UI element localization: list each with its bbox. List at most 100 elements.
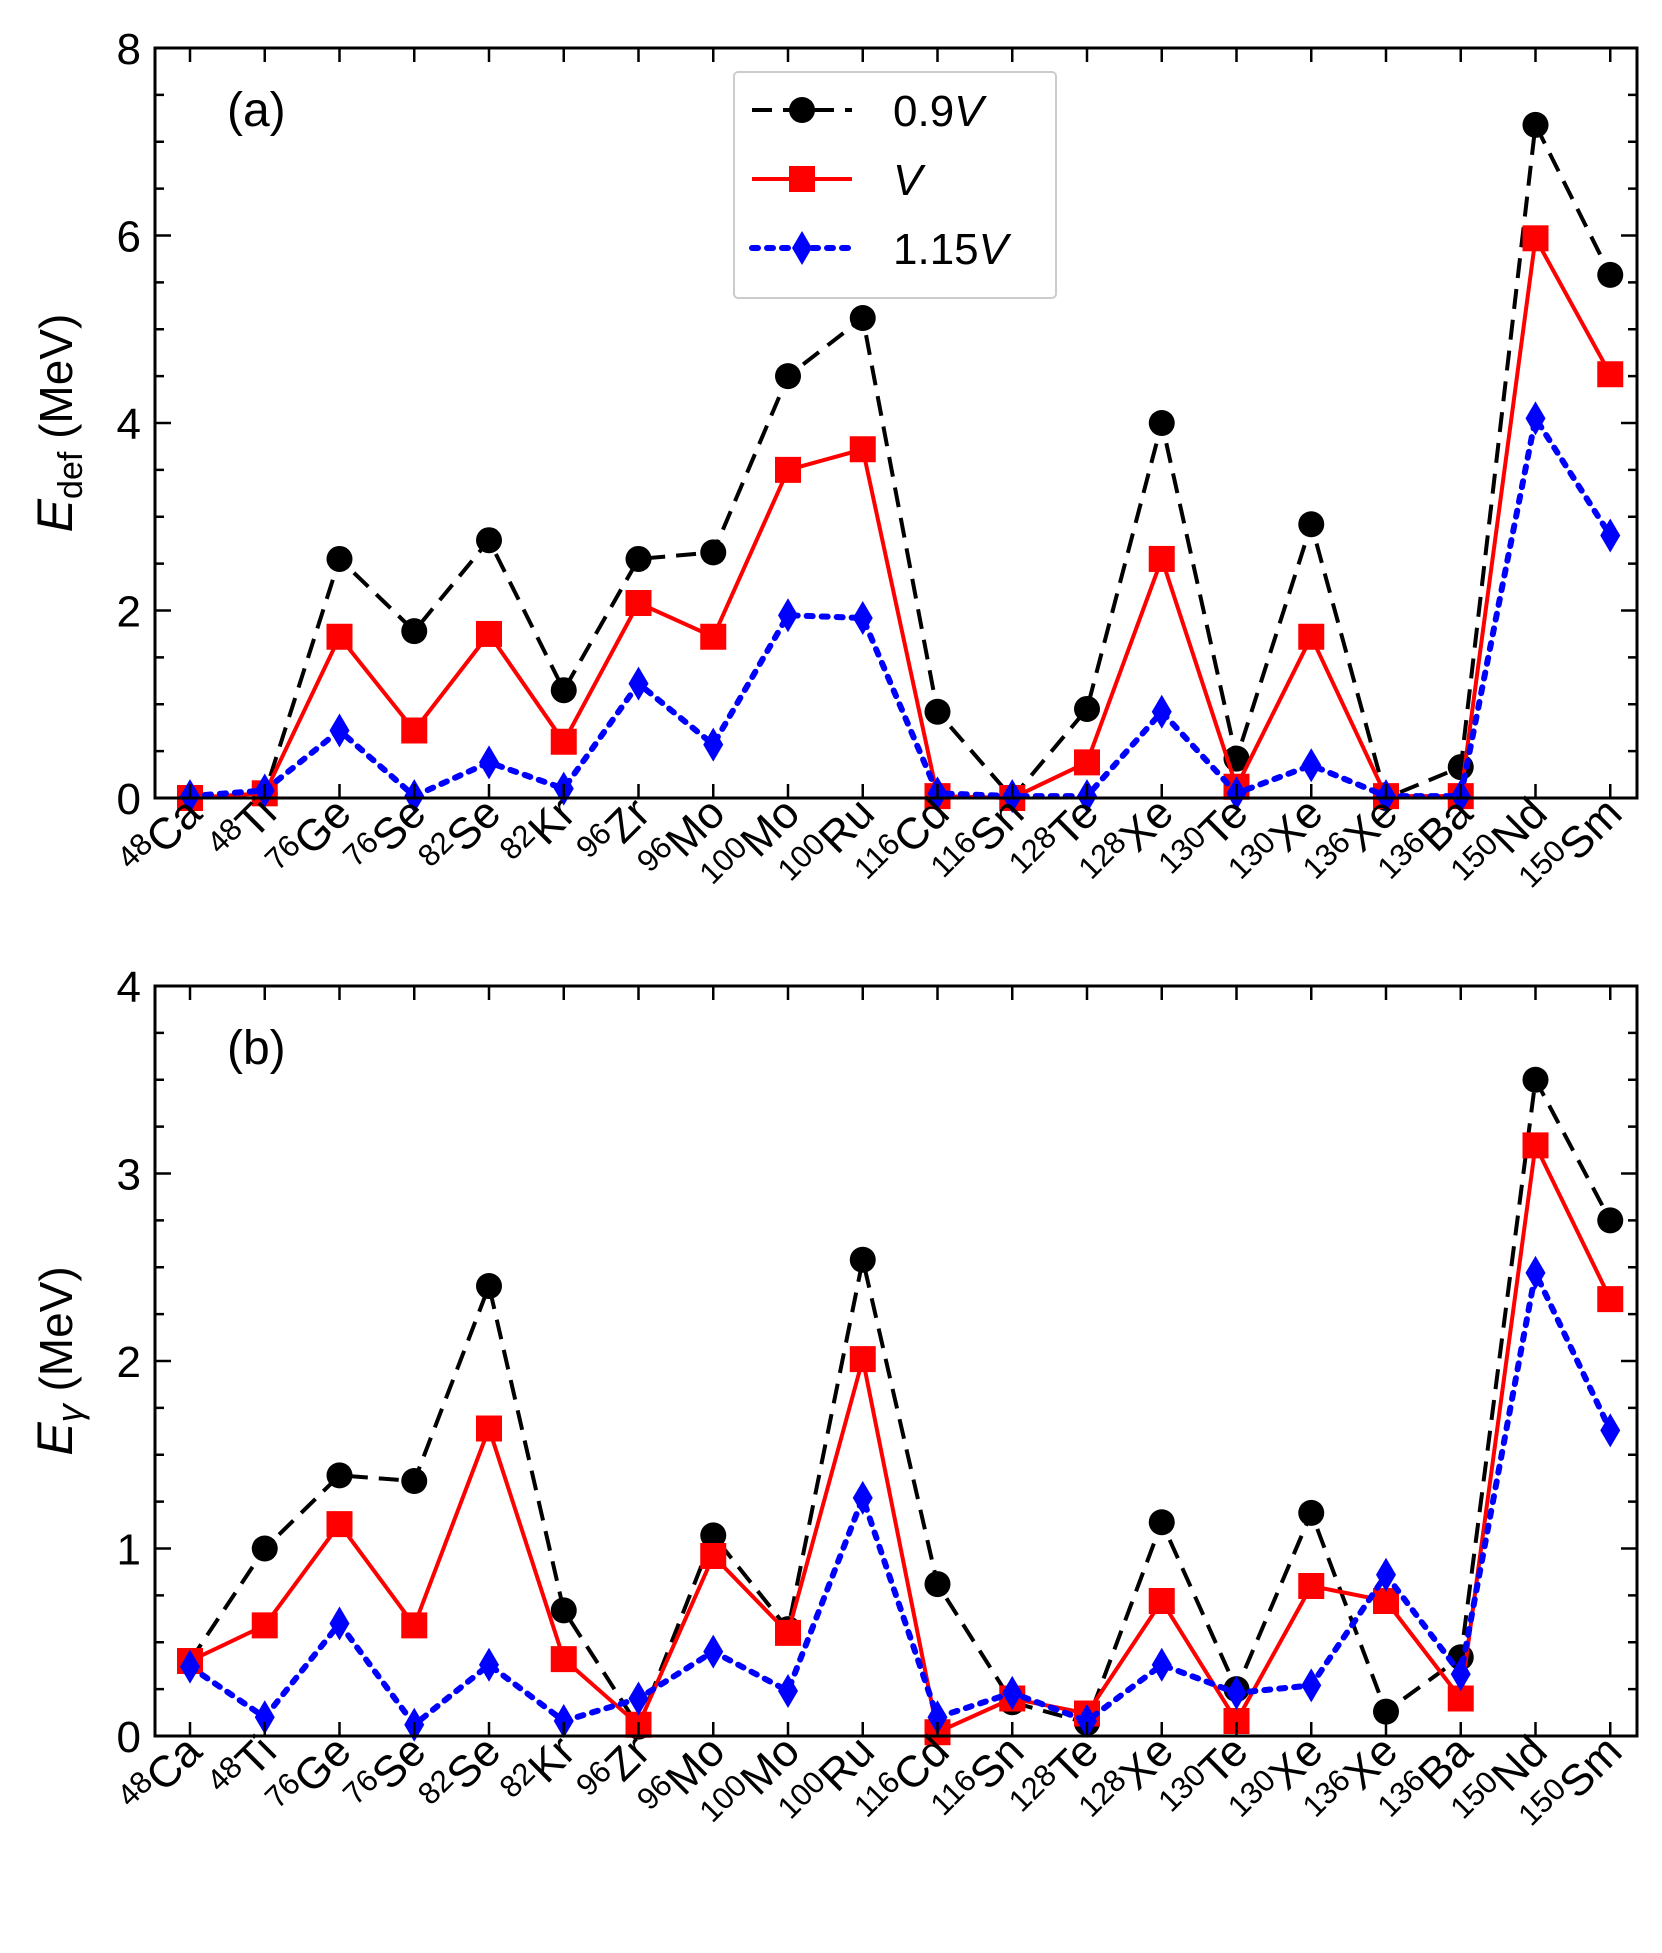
data-point xyxy=(849,436,876,463)
data-point xyxy=(476,1273,502,1299)
x-tick-label: 82Se xyxy=(411,1724,510,1823)
data-point xyxy=(326,1511,353,1538)
data-point xyxy=(326,545,353,572)
data-point xyxy=(401,1612,428,1639)
data-point xyxy=(550,1646,577,1673)
series-line xyxy=(189,122,1613,800)
data-point xyxy=(778,1674,798,1708)
data-point xyxy=(476,620,502,647)
legend-label: 1.15V xyxy=(893,225,1012,274)
data-point xyxy=(775,456,801,483)
data-point xyxy=(326,1462,353,1489)
data-point xyxy=(550,677,577,704)
data-point xyxy=(326,623,353,650)
data-point xyxy=(1298,1573,1325,1599)
y-tick-label: 2 xyxy=(117,588,141,637)
data-point xyxy=(1597,361,1624,388)
data-point xyxy=(1298,511,1325,538)
legend-marker xyxy=(789,166,815,192)
legend-coefficient: 0.9 xyxy=(893,87,954,136)
data-point xyxy=(1522,1132,1549,1159)
data-point xyxy=(1597,1286,1624,1313)
y-axis-subscript: γ xyxy=(49,1402,90,1422)
data-point xyxy=(700,1522,727,1549)
data-point xyxy=(251,1612,278,1639)
data-point xyxy=(778,598,798,633)
data-point xyxy=(1298,623,1325,650)
data-point xyxy=(1522,111,1549,138)
data-point xyxy=(479,1647,499,1682)
data-point xyxy=(180,1649,200,1684)
y-tick-label: 6 xyxy=(117,213,141,262)
y-tick-label: 2 xyxy=(117,1338,141,1387)
x-tick-label: 82Kr xyxy=(493,1724,585,1816)
data-point xyxy=(1522,1066,1549,1093)
data-point xyxy=(1600,1413,1621,1448)
series-line xyxy=(189,236,1613,800)
data-point xyxy=(1376,1557,1396,1592)
x-tick-label: 76Ge xyxy=(258,1724,361,1827)
data-point xyxy=(1525,1255,1546,1290)
data-point xyxy=(1298,1499,1325,1526)
data-point xyxy=(254,1700,275,1735)
y-axis-label: Edef (MeV) xyxy=(27,314,90,533)
data-point xyxy=(775,1619,801,1646)
y-axis-unit: (MeV) xyxy=(30,1266,82,1404)
data-point xyxy=(550,728,577,755)
y-tick-label: 4 xyxy=(117,963,141,1012)
panel-b: 0123448Ca48Ti76Ge76Se82Se82Kr96Zr96Mo100… xyxy=(27,963,1639,1832)
data-point xyxy=(924,1571,951,1598)
data-point xyxy=(628,1681,649,1716)
legend-label: V xyxy=(893,156,926,205)
data-point xyxy=(1151,694,1172,729)
data-point xyxy=(703,1634,724,1669)
y-tick-label: 1 xyxy=(117,1526,141,1575)
data-point xyxy=(1074,695,1100,722)
data-point xyxy=(1373,1588,1399,1614)
data-point xyxy=(401,1468,428,1494)
legend-variable: V xyxy=(893,156,926,205)
data-point xyxy=(329,1606,350,1641)
legend-marker xyxy=(789,97,815,123)
panel-label: (b) xyxy=(227,1022,286,1075)
y-axis-symbol: E xyxy=(27,1422,83,1456)
data-point xyxy=(849,305,876,331)
data-point xyxy=(1074,749,1100,776)
series-line xyxy=(187,415,1614,800)
series-0 xyxy=(177,1066,1624,1740)
panel-a: 0246848Ca48Ti76Ge76Se82Se82Kr96Zr96Mo100… xyxy=(27,25,1639,894)
data-point xyxy=(550,1597,577,1624)
data-point xyxy=(927,1700,948,1735)
y-axis-label: Eγ (MeV) xyxy=(27,1266,90,1455)
legend-coefficient: 1.15 xyxy=(893,225,979,274)
data-point xyxy=(849,1246,876,1273)
plot-frame xyxy=(153,984,1639,1738)
y-tick-label: 0 xyxy=(117,1713,141,1762)
data-point xyxy=(924,698,951,725)
legend-variable: V xyxy=(979,225,1012,274)
series-2 xyxy=(180,401,1621,814)
y-axis-subscript: def xyxy=(52,451,90,499)
data-point xyxy=(1522,225,1549,252)
y-axis-symbol: E xyxy=(27,498,83,532)
data-point xyxy=(329,713,350,748)
data-point xyxy=(1148,1588,1175,1614)
data-point xyxy=(1373,1698,1399,1725)
data-point xyxy=(700,623,727,650)
y-axis-unit: (MeV) xyxy=(30,314,82,452)
data-point xyxy=(1301,1668,1322,1703)
data-point xyxy=(401,618,428,645)
series-line xyxy=(188,1077,1613,1729)
data-point xyxy=(1597,1207,1624,1234)
data-point xyxy=(251,1535,278,1562)
data-point xyxy=(703,727,724,762)
data-point xyxy=(1077,1704,1097,1738)
legend-marker xyxy=(792,231,812,265)
data-point xyxy=(628,666,649,701)
data-point xyxy=(700,1543,727,1569)
data-point xyxy=(476,527,502,554)
y-tick-label: 4 xyxy=(117,400,141,449)
series-line xyxy=(189,1143,1613,1735)
legend-variable: V xyxy=(954,87,987,136)
